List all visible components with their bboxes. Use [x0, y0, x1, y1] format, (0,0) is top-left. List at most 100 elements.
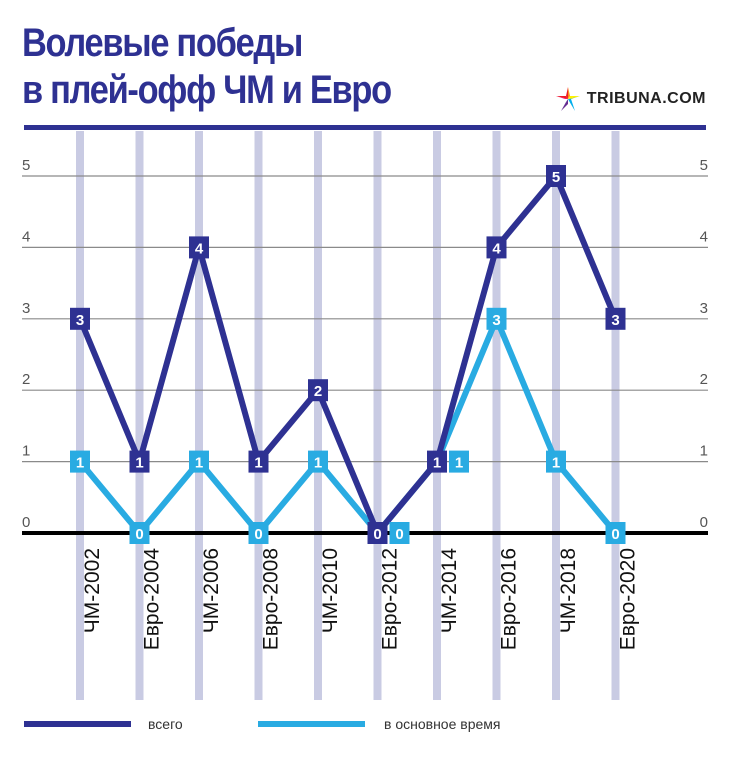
data-labels: 3 1 4 1 2 0 1 4 5 3 1 0 1 0 1 0 1 3 1 0 — [70, 165, 626, 544]
x-tick-label: Евро-2008 — [260, 548, 283, 650]
x-tick-label: Евро-2012 — [379, 548, 402, 650]
column-band — [195, 131, 203, 700]
data-label-text: 1 — [552, 455, 560, 472]
data-label-text: 0 — [395, 526, 403, 543]
column-band — [611, 131, 620, 700]
y-tick-label: 2 — [700, 371, 708, 388]
data-label: 3 — [486, 307, 507, 330]
data-label-text: 0 — [611, 526, 619, 543]
data-label: 2 — [308, 379, 328, 402]
data-label: 1 — [189, 450, 209, 473]
x-tick-label: ЧМ-2018 — [557, 548, 580, 633]
data-label-box — [308, 379, 328, 402]
data-label-box — [248, 522, 269, 544]
data-label: 3 — [605, 307, 626, 330]
column-band — [433, 131, 441, 700]
data-label-text: 4 — [195, 240, 204, 257]
data-label-text: 3 — [76, 312, 84, 329]
data-label-box — [70, 307, 90, 330]
data-label: 4 — [189, 236, 209, 259]
series-lines — [77, 170, 619, 539]
column-band — [135, 131, 144, 700]
column-band — [492, 131, 501, 700]
data-label-text: 1 — [76, 455, 84, 472]
legend-item: в основное время — [258, 716, 500, 732]
brand-logo[interactable]: TRIBUNA.COM — [555, 86, 706, 112]
column-band — [254, 131, 263, 700]
top-rule — [24, 125, 706, 130]
data-label-box — [129, 522, 150, 544]
data-label-text: 0 — [254, 526, 262, 543]
data-label: 1 — [427, 450, 447, 473]
column-bands — [76, 131, 620, 700]
x-tick-label: Евро-2020 — [617, 548, 640, 650]
chart-title: Волевые победы в плей-офф ЧМ и Евро — [22, 20, 392, 114]
data-label: 0 — [248, 522, 269, 544]
data-label-box — [427, 450, 447, 473]
x-tick-label: ЧМ-2002 — [81, 548, 104, 633]
data-label: 5 — [546, 165, 566, 187]
data-label-box — [308, 450, 328, 473]
series-line — [77, 310, 618, 538]
data-label-box — [546, 165, 566, 187]
x-tick-label: ЧМ-2006 — [200, 548, 223, 633]
y-tick-label: 5 — [700, 157, 708, 174]
y-tick-label: 1 — [700, 443, 708, 460]
y-tick-label: 3 — [22, 300, 30, 317]
data-label-text: 3 — [611, 312, 619, 329]
y-tick-label: 5 — [22, 157, 30, 174]
data-label: 0 — [367, 522, 388, 544]
y-tick-label: 0 — [700, 514, 708, 531]
data-label: 1 — [129, 450, 150, 473]
grid-lines — [22, 175, 708, 463]
data-label-text: 4 — [492, 240, 501, 257]
y-tick-label: 4 — [22, 228, 30, 245]
x-tick-label: ЧМ-2014 — [438, 548, 461, 634]
column-band — [373, 131, 382, 700]
data-label-box — [189, 236, 209, 259]
column-band — [314, 131, 322, 700]
data-label-box — [367, 522, 388, 544]
data-label-box — [129, 450, 150, 473]
x-tick-label: Евро-2004 — [141, 548, 164, 651]
y-tick-label: 0 — [22, 514, 30, 531]
y-tick-label: 4 — [700, 228, 708, 245]
data-label-text: 2 — [314, 383, 322, 400]
data-label: 1 — [546, 450, 566, 473]
data-label-box — [449, 450, 469, 473]
y-tick-label: 3 — [700, 300, 708, 317]
data-label-box — [605, 522, 626, 544]
data-label: 1 — [70, 450, 90, 473]
data-label-text: 1 — [195, 455, 203, 472]
data-label-box — [546, 450, 566, 473]
data-label-text: 1 — [455, 455, 463, 472]
y-axis-ticks: 0 01 12 23 34 45 5 — [22, 157, 708, 531]
data-label-text: 5 — [552, 169, 560, 186]
legend: всего в основное время — [24, 716, 500, 732]
column-band — [552, 131, 560, 700]
chart-title-line-1: Волевые победы — [22, 21, 303, 65]
x-tick-label: Евро-2016 — [498, 548, 521, 650]
data-label: 3 — [70, 307, 90, 330]
data-label-box — [248, 450, 269, 473]
data-label-box — [486, 236, 507, 259]
data-label: 1 — [308, 450, 328, 473]
y-tick-label: 2 — [22, 371, 30, 388]
data-label-box — [189, 450, 209, 473]
legend-swatch — [258, 721, 365, 727]
star-logo-icon — [555, 87, 580, 111]
data-label: 1 — [449, 450, 469, 473]
series-line — [77, 170, 619, 539]
data-label-box — [70, 450, 90, 473]
data-label: 4 — [486, 236, 507, 259]
data-label-text: 1 — [135, 455, 143, 472]
data-label: 0 — [389, 522, 410, 544]
y-tick-label: 1 — [22, 443, 30, 460]
x-tick-label: ЧМ-2010 — [319, 548, 342, 633]
data-label: 0 — [605, 522, 626, 544]
brand-name: TRIBUNA.COM — [586, 90, 706, 107]
data-label-box — [605, 307, 626, 330]
data-label-text: 0 — [373, 526, 381, 543]
data-label-text: 1 — [433, 455, 441, 472]
